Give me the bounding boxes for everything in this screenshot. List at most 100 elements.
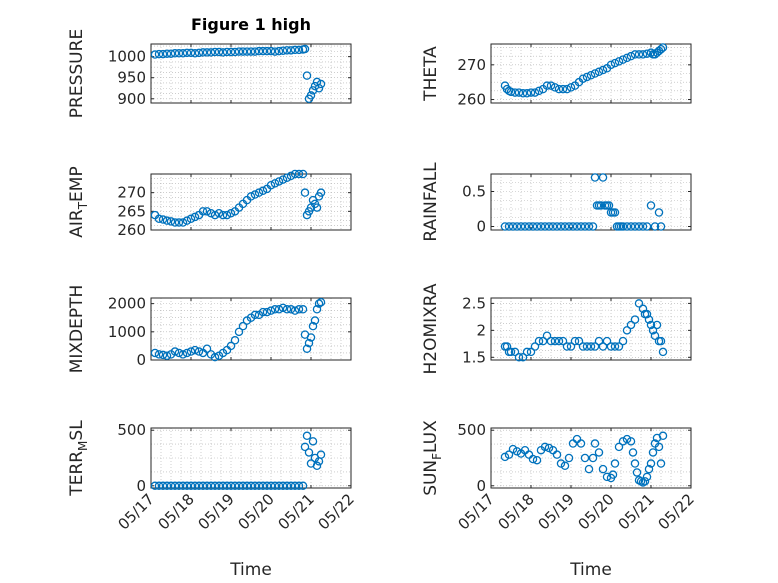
data-point — [542, 81, 552, 90]
data-point — [298, 481, 308, 491]
x-tick-label: 05/18 — [155, 490, 198, 533]
data-point — [294, 481, 304, 491]
data-point — [576, 439, 586, 448]
data-point — [266, 180, 276, 190]
data-point — [262, 481, 272, 491]
data-point — [314, 299, 324, 308]
data-point — [596, 201, 606, 210]
data-point — [306, 333, 316, 342]
axes-box — [150, 173, 352, 231]
data-point — [190, 481, 200, 491]
data-point — [174, 348, 184, 358]
y-axis-label: SUNFLUX — [421, 420, 444, 496]
data-point — [278, 175, 288, 184]
figure-title: Figure 1 high — [191, 15, 311, 34]
data-point — [218, 481, 228, 491]
data-point — [520, 222, 530, 231]
data-point — [632, 468, 642, 477]
data-point — [262, 46, 272, 56]
data-point — [290, 45, 300, 55]
data-point — [590, 173, 600, 182]
data-point — [626, 437, 636, 446]
x-tick-label: 05/21 — [275, 490, 318, 533]
data-point — [230, 47, 240, 57]
data-point — [642, 222, 652, 231]
data-point — [266, 46, 276, 56]
y-tick-label: 270 — [117, 184, 146, 202]
x-axis-label: Time — [569, 560, 612, 580]
data-point — [570, 336, 580, 346]
data-point — [174, 49, 184, 58]
data-point — [618, 55, 628, 64]
data-point — [508, 222, 518, 231]
data-point — [634, 50, 644, 59]
data-point — [528, 222, 538, 231]
x-tick-label: 05/22 — [315, 490, 358, 533]
data-point — [650, 222, 660, 231]
y-tick-label: 0 — [136, 351, 146, 369]
data-point — [258, 307, 268, 317]
data-point — [630, 315, 640, 324]
data-point — [642, 49, 652, 58]
data-point — [158, 49, 168, 59]
data-point — [506, 87, 516, 97]
data-point — [622, 222, 632, 231]
y-tick-label: 500 — [457, 421, 486, 439]
data-point — [198, 48, 208, 57]
data-point — [656, 44, 666, 54]
data-point — [310, 316, 320, 325]
data-point — [178, 49, 188, 58]
data-point — [210, 352, 220, 362]
data-point — [186, 214, 196, 224]
data-point — [634, 222, 644, 231]
data-point — [550, 336, 560, 346]
data-point — [298, 169, 308, 179]
data-point — [202, 481, 212, 491]
data-point — [186, 347, 196, 356]
data-point — [654, 208, 664, 217]
data-point — [534, 86, 544, 96]
panel-2: 260 270 THETA — [421, 43, 692, 109]
x-tick-label: 05/20 — [235, 490, 278, 533]
data-point — [610, 58, 620, 68]
data-point — [622, 53, 632, 63]
data-point — [590, 69, 600, 78]
data-point — [238, 321, 248, 331]
data-point — [246, 192, 256, 201]
data-point — [580, 222, 590, 231]
data-point — [646, 459, 656, 468]
data-point — [162, 351, 172, 361]
data-point — [170, 347, 180, 356]
data-point — [516, 222, 526, 231]
data-point — [206, 208, 216, 218]
data-point — [202, 344, 212, 353]
data-point — [246, 47, 256, 56]
data-point — [270, 305, 280, 314]
data-point — [158, 481, 168, 491]
data-point — [250, 190, 260, 199]
data-point — [258, 46, 268, 56]
data-point — [258, 481, 268, 491]
data-point — [300, 442, 310, 452]
data-point — [210, 210, 220, 220]
panel-8: 0 500 SUNFLUX 05/1705/1805/1905/2005/2105/2… — [421, 420, 698, 580]
data-point — [564, 222, 574, 231]
data-point — [230, 481, 240, 491]
data-point — [614, 342, 624, 351]
x-tick-label: 05/17 — [115, 490, 158, 533]
data-point — [278, 46, 288, 55]
y-tick-label: 900 — [117, 90, 146, 108]
data-point — [218, 210, 228, 220]
data-point — [150, 481, 160, 491]
data-point — [646, 320, 656, 330]
data-point — [234, 47, 244, 56]
data-point — [564, 453, 574, 463]
data-point — [552, 222, 562, 231]
data-point — [634, 299, 644, 308]
data-point — [302, 344, 312, 353]
data-point — [226, 47, 236, 57]
data-point — [608, 470, 618, 479]
x-tick-label: 05/21 — [615, 490, 658, 533]
y-tick-label: 260 — [117, 221, 146, 239]
